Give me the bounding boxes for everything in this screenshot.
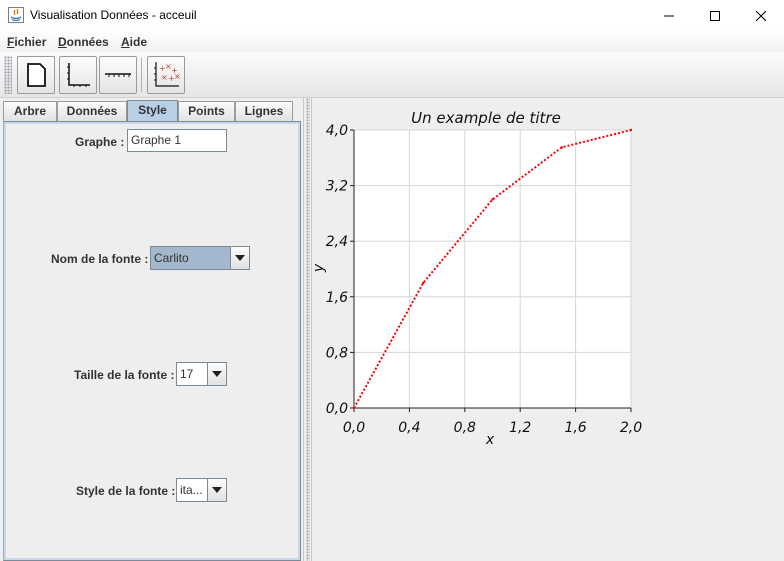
svg-text:×: × bbox=[165, 62, 172, 71]
menu-bar: Fichier Données Aide bbox=[0, 31, 784, 52]
svg-text:×: × bbox=[174, 72, 181, 81]
chart-title: Un example de titre bbox=[411, 109, 561, 127]
line-chart: Un example de titre x y 0,0 0,4 0,8 1,2 1,6 2… bbox=[312, 109, 642, 448]
svg-text:+: + bbox=[159, 64, 166, 73]
menu-aide-mnemonic: A bbox=[121, 35, 130, 49]
x-axis-label: x bbox=[485, 432, 495, 448]
menu-fichier[interactable]: Fichier bbox=[7, 35, 46, 49]
x-tick-label: 2,0 bbox=[620, 420, 642, 436]
font-style-value: ita... bbox=[180, 483, 203, 497]
menu-aide-label: ide bbox=[129, 35, 148, 49]
title-bar: Visualisation Données - acceuil bbox=[0, 0, 784, 31]
font-style-dropdown-arrow[interactable] bbox=[207, 479, 226, 501]
series-line-0 bbox=[353, 129, 632, 409]
tab-arbre[interactable]: Arbre bbox=[3, 101, 57, 121]
minimize-icon bbox=[664, 15, 674, 16]
scatter-plot-button[interactable]: + × + × + × bbox=[147, 56, 185, 94]
data-point bbox=[352, 406, 356, 410]
window-title: Visualisation Données - acceuil bbox=[30, 8, 197, 22]
menu-fichier-label: ichier bbox=[14, 35, 47, 49]
close-button[interactable] bbox=[738, 0, 784, 31]
line-button[interactable] bbox=[99, 56, 137, 94]
axes-icon bbox=[67, 63, 90, 87]
font-name-select[interactable]: Carlito bbox=[150, 246, 250, 270]
y-tick-label: 0,8 bbox=[326, 345, 348, 361]
x-tick-label: 1,2 bbox=[509, 420, 531, 436]
tab-donnees[interactable]: Données bbox=[57, 101, 127, 121]
font-size-dropdown-arrow[interactable] bbox=[207, 363, 226, 385]
maximize-icon bbox=[710, 10, 720, 21]
font-name-value: Carlito bbox=[151, 247, 230, 269]
java-app-icon bbox=[8, 7, 24, 23]
menu-aide[interactable]: Aide bbox=[121, 35, 147, 49]
chart-panel: Un example de titre x y 0,0 0,4 0,8 1,2 1,6 2… bbox=[312, 98, 784, 561]
data-point bbox=[491, 198, 494, 201]
data-point bbox=[422, 281, 425, 285]
new-document-button[interactable] bbox=[17, 56, 55, 94]
svg-text:+: + bbox=[171, 66, 178, 75]
divider-grip bbox=[306, 98, 310, 561]
svg-text:×: × bbox=[161, 73, 168, 82]
toolbar-separator bbox=[141, 58, 142, 92]
tab-lignes[interactable]: Lignes bbox=[235, 101, 293, 121]
x-tick-label: 0,0 bbox=[343, 420, 365, 436]
chevron-down-icon bbox=[235, 255, 245, 261]
y-tick-label: 1,6 bbox=[326, 290, 348, 306]
plot-layer: 0,0 0,4 0,8 1,2 1,6 2,0 0,0 0,8 1,6 2,4 3,2 4,0 bbox=[326, 123, 642, 436]
tab-points[interactable]: Points bbox=[178, 101, 235, 121]
x-tick-label: 1,6 bbox=[564, 420, 586, 436]
scatter-plot-icon: + × + × + × bbox=[154, 62, 181, 87]
tab-style[interactable]: Style bbox=[127, 100, 178, 122]
x-tick-label: 0,8 bbox=[454, 420, 476, 436]
data-point bbox=[629, 128, 633, 132]
line-icon bbox=[105, 73, 131, 77]
y-tick-label: 3,2 bbox=[326, 179, 348, 195]
font-name-dropdown-arrow[interactable] bbox=[230, 247, 249, 269]
font-style-label: Style de la fonte : bbox=[76, 484, 176, 498]
style-tab-content: Graphe : Graphe 1 Nom de la fonte : Carl… bbox=[3, 121, 301, 561]
font-style-select[interactable]: ita... bbox=[176, 478, 227, 502]
properties-panel: Arbre Données Style Points Lignes Graphe… bbox=[0, 98, 303, 561]
font-name-label: Nom de la fonte : bbox=[51, 252, 149, 266]
close-icon bbox=[756, 10, 766, 21]
toolbar: + × + × + × bbox=[0, 52, 784, 98]
x-tick-label: 0,4 bbox=[398, 420, 420, 436]
minimize-button[interactable] bbox=[646, 0, 692, 31]
svg-text:+: + bbox=[168, 74, 175, 83]
split-pane-divider[interactable] bbox=[303, 98, 312, 561]
plot-background bbox=[354, 130, 631, 408]
maximize-button[interactable] bbox=[692, 0, 738, 31]
y-axis-label: y bbox=[312, 263, 327, 273]
menu-donnees-label: onnées bbox=[66, 35, 109, 49]
menu-fichier-mnemonic: F bbox=[7, 35, 15, 49]
new-document-icon bbox=[27, 63, 46, 87]
menu-donnees[interactable]: Données bbox=[58, 35, 109, 49]
y-tick-label: 4,0 bbox=[326, 123, 348, 139]
chevron-down-icon bbox=[212, 371, 222, 377]
chevron-down-icon bbox=[212, 487, 222, 493]
font-size-label: Taille de la fonte : bbox=[74, 368, 175, 382]
y-tick-label: 0,0 bbox=[326, 401, 348, 417]
font-size-value: 17 bbox=[180, 367, 194, 381]
y-tick-label: 2,4 bbox=[326, 234, 348, 250]
font-size-select[interactable]: 17 bbox=[176, 362, 227, 386]
data-point bbox=[560, 146, 563, 149]
graphe-input[interactable]: Graphe 1 bbox=[127, 129, 227, 152]
menu-donnees-mnemonic: D bbox=[58, 35, 67, 49]
graphe-label: Graphe : bbox=[75, 135, 125, 149]
axes-button[interactable] bbox=[59, 56, 97, 94]
toolbar-grip[interactable] bbox=[4, 56, 12, 94]
